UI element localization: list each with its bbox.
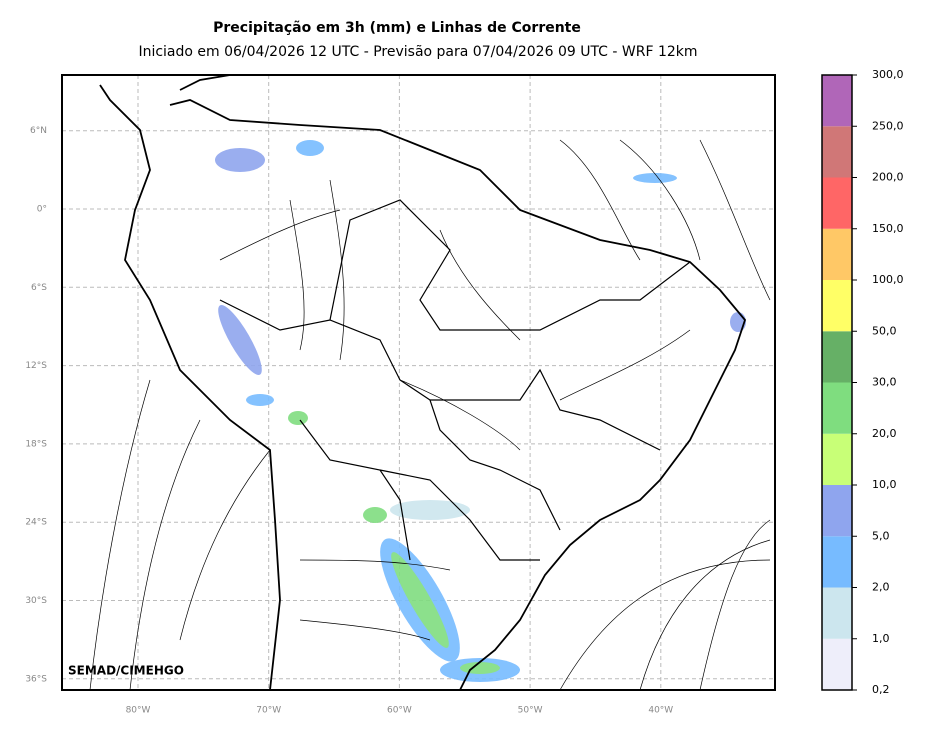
lat-label: 18°S <box>25 439 47 449</box>
colorbar-label: 300,0 <box>872 68 904 81</box>
colorbar-label: 150,0 <box>872 222 904 235</box>
map-frame <box>61 74 776 691</box>
subtitle: Iniciado em 06/04/2026 12 UTC - Previsão… <box>138 44 697 60</box>
lon-label: 60°W <box>387 706 412 716</box>
lon-label: 80°W <box>126 706 151 716</box>
colorbar-label: 200,0 <box>872 171 904 184</box>
lon-label: 50°W <box>518 706 543 716</box>
colorbar-label: 30,0 <box>872 376 897 389</box>
colorbar-label: 50,0 <box>872 324 897 337</box>
lat-label: 6°S <box>31 283 47 293</box>
colorbar-label: 20,0 <box>872 427 897 440</box>
colorbar-swatch <box>822 536 852 588</box>
lon-label: 40°W <box>648 706 673 716</box>
colorbar-label: 2,0 <box>872 581 890 594</box>
precipitation <box>215 140 746 682</box>
lon-label: 70°W <box>256 706 281 716</box>
colorbar-label: 10,0 <box>872 478 897 491</box>
colorbar-swatch <box>822 75 852 127</box>
colorbar-label: 250,0 <box>872 119 904 132</box>
lat-label: 12°S <box>25 361 47 371</box>
colorbar-swatch <box>822 331 852 383</box>
colorbar-swatch <box>822 280 852 332</box>
colorbar-swatch <box>822 485 852 537</box>
streamlines <box>89 139 771 691</box>
colorbar-swatch <box>822 638 852 690</box>
colorbar-swatch <box>822 228 852 280</box>
colorbar-swatch <box>822 433 852 485</box>
lat-label: 0° <box>37 205 47 215</box>
lat-label: 30°S <box>25 596 47 606</box>
colorbar-label: 1,0 <box>872 632 890 645</box>
colorbar-label: 5,0 <box>872 529 890 542</box>
lat-label: 6°N <box>30 126 47 136</box>
colorbar-label: 100,0 <box>872 273 904 286</box>
lat-label: 36°S <box>25 674 47 684</box>
colorbar-swatch <box>822 177 852 229</box>
coastline <box>99 74 747 691</box>
lat-label: 24°S <box>25 518 47 528</box>
colorbar-swatch <box>822 126 852 178</box>
colorbar: 0,2 1,0 2,0 5,0 10,0 20,0 30,0 50,0 100,0 150,0 20… <box>821 68 904 696</box>
colorbar-swatch <box>822 587 852 639</box>
colorbar-label: 0,2 <box>872 683 890 696</box>
watermark: SEMAD/CIMEHGO <box>68 664 184 678</box>
title: Precipitação em 3h (mm) e Linhas de Corr… <box>213 20 581 36</box>
colorbar-swatch <box>822 382 852 434</box>
